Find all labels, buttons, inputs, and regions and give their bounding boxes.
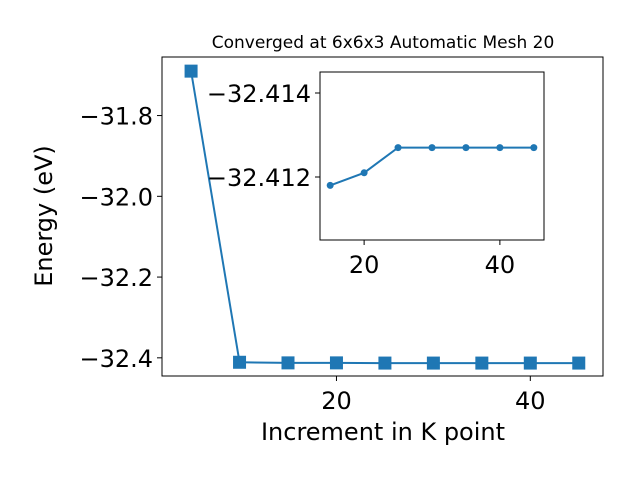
main-data-point (426, 356, 440, 370)
main-data-point (572, 356, 586, 370)
main-x-tick-label: 40 (515, 387, 546, 415)
inset-frame (319, 71, 545, 241)
main-y-tick-label: −32.2 (79, 264, 153, 292)
main-data-point (475, 356, 489, 370)
chart-title: Converged at 6x6x3 Automatic Mesh 20 (212, 33, 555, 53)
main-data-point (523, 356, 537, 370)
main-series-line (190, 70, 579, 365)
inset-data-point (428, 144, 436, 152)
inset-data-point (530, 144, 538, 152)
inset-x-tick-label: 40 (485, 251, 516, 279)
inset-x-tick-label: 20 (349, 251, 380, 279)
main-y-tick-label: −32.0 (79, 183, 153, 211)
inset-data-point (394, 144, 402, 152)
inset-data-point (462, 144, 470, 152)
main-data-point (329, 356, 343, 370)
inset-data-point (496, 144, 504, 152)
main-x-tick-label: 20 (321, 387, 352, 415)
main-frame (161, 56, 604, 377)
x-axis-label: Increment in K point (261, 418, 505, 446)
main-y-tick-label: −31.8 (79, 103, 153, 131)
main-data-point (378, 356, 392, 370)
inset-plot-area: 20 40 −32.414 −32.412 (207, 71, 545, 279)
main-plot-area: 20 40 −31.8 −32.0 −32.2 −32.4 (79, 56, 604, 415)
inset-y-tick-label: −32.412 (207, 164, 311, 192)
main-data-point (233, 355, 247, 369)
inset-y-tick-label: −32.414 (207, 80, 311, 108)
main-data-point (281, 356, 295, 370)
main-y-tick-label: −32.4 (79, 345, 153, 373)
inset-data-point (326, 181, 334, 189)
main-data-point (184, 64, 198, 78)
inset-data-point (360, 169, 368, 177)
y-axis-label: Energy (eV) (30, 145, 58, 287)
inset-series-line (329, 146, 534, 187)
